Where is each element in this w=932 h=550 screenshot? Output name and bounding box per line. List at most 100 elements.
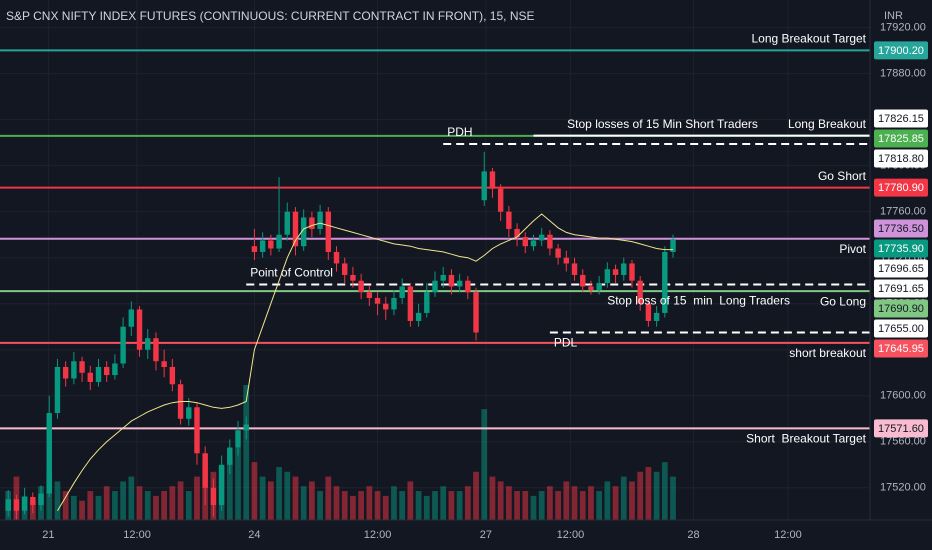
price-tag-label: 17736.50 [878,223,924,235]
candle-body [145,338,151,350]
candle-body [604,269,611,284]
candle-body [325,211,332,252]
price-tag-label: 17691.65 [878,283,924,295]
price-tag [874,109,928,128]
volume-bar [596,491,603,520]
volume-bar [391,486,397,520]
candle-body [670,239,676,252]
candle-body [563,257,570,264]
volume-bar [399,491,406,520]
price-tag-label: 17735.90 [878,243,924,255]
level-label: Long Breakout Target [751,32,866,46]
x-tick-label: 12:00 [557,529,585,541]
volume-bar [579,491,586,520]
candle-body [432,280,438,293]
volume-bar [423,495,430,520]
price-tag-label: 17826.15 [878,113,924,125]
volume-bar [350,495,356,520]
candle-body [62,366,69,379]
volume-bar [538,491,545,520]
volume-bar [382,495,389,520]
volume-bar [62,491,69,520]
candle-body [653,312,660,321]
volume-bar [235,447,241,520]
volume-bar [103,486,110,520]
candle-body [161,361,167,367]
volume-bar [407,481,414,520]
volume-bar [292,476,299,520]
x-tick-label: 24 [248,529,260,541]
volume-bar [481,409,488,520]
candle-body [202,453,208,488]
level-label: short breakout [789,346,866,360]
price-tag [874,129,928,148]
candle-body [243,424,249,431]
price-tag-label: 17645.95 [878,343,924,355]
candle-body [128,309,135,327]
volume-bar [300,486,307,520]
price-tag [874,149,928,168]
volume-bar [571,486,578,520]
price-tag [874,41,928,60]
volume-bar [505,486,512,520]
volume-bar [341,491,348,520]
candle-body [317,211,323,229]
level-label: Stop loss of 15 min Long Traders [607,293,790,307]
candle-body [79,361,85,373]
price-tag-label: 17825.85 [878,133,924,145]
candle-body [522,236,528,247]
candle-body [399,286,405,298]
candle-body [440,274,446,281]
volume-bar [415,491,422,520]
candle-body [538,234,545,241]
candle-body [637,280,643,304]
volume-bar [514,491,520,520]
candle-body [612,269,619,275]
candle-body [580,274,586,287]
candle-body [473,292,479,333]
candle-body [333,251,340,264]
level-label: PDL [554,336,578,350]
volume-bar [309,481,315,520]
volume-bar [185,491,192,520]
level-label: Go Short [818,169,867,183]
level-label: Go Long [820,294,866,308]
volume-bar [267,481,274,520]
level-label: Stop losses of 15 Min Short Traders [567,117,758,131]
vwap-line [57,213,673,512]
candle-body [13,499,20,511]
volume-bar [670,476,676,520]
candle-body [514,228,520,237]
price-tag-label: 17655.00 [878,323,924,335]
volume-bar [251,462,258,520]
volume-bar [79,500,85,520]
x-tick-label: 12:00 [123,529,151,541]
volume-bar [276,466,282,520]
candle-body [136,309,143,350]
candle-body [374,297,381,304]
volume-bar [464,486,471,520]
volume-bar [645,466,652,520]
volume-bar [333,486,340,520]
volume-bar [54,481,61,520]
levels [0,49,870,430]
x-tick-label: 21 [42,529,54,541]
volume-bar [243,385,250,520]
volume-bar [136,486,143,520]
price-tag-label: 17900.20 [878,45,924,57]
candle-body [383,303,389,310]
candle-body [169,366,176,385]
level-label: Short Breakout Target [746,432,867,446]
volume-bar [653,471,660,520]
volume-bar [661,462,668,520]
price-tag-label: 17696.65 [878,263,924,275]
volume-bar [87,491,94,520]
level-label: Point of Control [250,266,333,280]
volume-bar [325,476,332,520]
price-tag-label: 17780.90 [878,182,924,194]
candle-body [5,499,11,511]
price-tag [874,339,928,358]
candle-body [309,217,315,229]
price-tag-label: 17690.90 [878,303,924,315]
